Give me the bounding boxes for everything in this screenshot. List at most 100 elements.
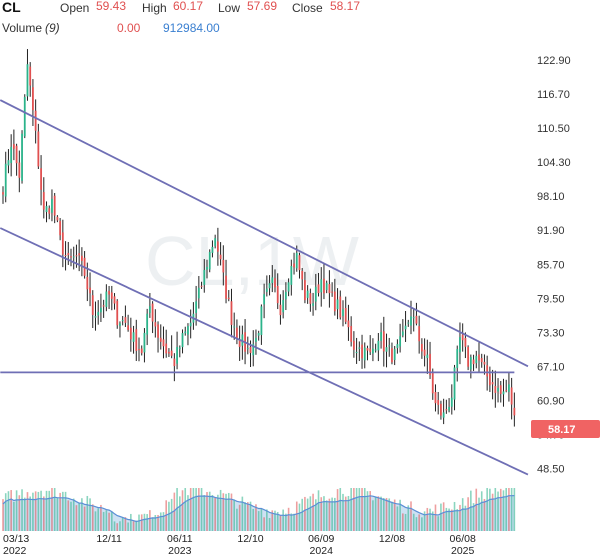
volume-bar (451, 509, 453, 531)
x-tick-label: 06/08 (450, 533, 476, 545)
candle-body (241, 334, 244, 346)
candle-body (249, 346, 252, 354)
volume-bar (189, 488, 192, 531)
volume-bar (423, 511, 426, 531)
volume-bar (26, 492, 29, 531)
volume-bar (143, 513, 146, 531)
volume-bar (241, 496, 244, 531)
candle-body (459, 337, 461, 353)
candle-body (72, 256, 75, 258)
volume-bar (257, 511, 260, 531)
volume-bar (140, 514, 143, 531)
volume-bar (138, 514, 140, 531)
volume-bar (298, 503, 301, 531)
volume-bar (244, 502, 246, 531)
candle-body (339, 296, 342, 318)
volume-bar (489, 488, 491, 531)
candle-body (284, 292, 287, 300)
volume-bar (399, 499, 401, 531)
trendlines (0, 99, 529, 476)
candle-body (344, 308, 347, 322)
volume-bar (366, 491, 369, 531)
candle-body (148, 306, 151, 313)
volume-bar (192, 488, 195, 531)
y-tick-label: 67.10 (537, 361, 565, 373)
candle-body (350, 325, 353, 342)
volume-bar (162, 512, 165, 531)
volume-bar (249, 501, 252, 531)
volume-bar (64, 491, 67, 531)
volume-bar (53, 488, 56, 531)
candle-body (206, 266, 208, 270)
volume-bar (67, 500, 70, 531)
candle-body (342, 309, 344, 316)
trendline[interactable] (0, 99, 529, 368)
volume-bar (195, 488, 197, 531)
volume-bar (230, 493, 233, 531)
volume-bar (34, 491, 37, 531)
candle-body (45, 206, 48, 213)
volume-bar (111, 511, 113, 531)
candle-body (312, 303, 314, 306)
candle-body (314, 286, 317, 302)
candle-body (132, 332, 135, 342)
candle-body (59, 220, 62, 236)
candle-body (483, 361, 486, 365)
candle-body (448, 406, 450, 411)
candle-body (257, 333, 260, 336)
candle-body (53, 195, 56, 216)
candle-body (64, 255, 67, 257)
candle-body (508, 384, 510, 392)
volume-bar (222, 493, 225, 531)
volume-bar (276, 511, 279, 531)
trendline[interactable] (0, 227, 529, 476)
volume-bar (81, 498, 83, 531)
volume-bar (494, 488, 497, 531)
candle-body (352, 340, 355, 350)
y-tick-label: 91.90 (537, 225, 565, 237)
volume-bar (312, 493, 314, 531)
candle-body (472, 359, 475, 365)
volume-bar (89, 498, 91, 531)
volume-bar (342, 493, 344, 531)
volume-bar (393, 499, 396, 531)
volume-bar (176, 488, 178, 531)
volume-bar (480, 491, 483, 531)
volume-bar (513, 488, 516, 531)
volume-bar (198, 488, 200, 531)
candle-body (450, 397, 453, 407)
candle-body (162, 339, 165, 347)
volume-bar (116, 523, 119, 531)
candle-body (415, 315, 418, 324)
volume-bar (37, 491, 40, 531)
candle-body (225, 275, 227, 299)
volume-bar (200, 488, 203, 531)
volume-bar (391, 501, 393, 531)
volume-bar (383, 497, 385, 531)
candle-body (32, 87, 34, 111)
candle-body (260, 306, 263, 336)
volume-bar (339, 488, 342, 531)
volume-bar (97, 508, 99, 531)
x-tick-label: 03/13 (3, 533, 29, 545)
volume-bar (62, 491, 64, 531)
volume-bar (418, 514, 420, 531)
volume-bar (459, 504, 461, 531)
candle-body (12, 144, 15, 149)
volume-bar (404, 513, 407, 531)
volume-bar (478, 497, 480, 531)
candle-body (382, 331, 385, 352)
candle-body (377, 340, 380, 351)
volume-bar (91, 504, 94, 531)
candle-body (127, 325, 130, 330)
x-tick-label: 12/08 (379, 533, 405, 545)
volume-bar (369, 491, 371, 531)
volume-bar (315, 499, 317, 531)
candle-body (464, 337, 467, 347)
candle-body (23, 97, 26, 137)
candle-body (135, 329, 138, 351)
candle-body (197, 287, 200, 299)
volume-value-1: 0.00 (117, 21, 141, 35)
